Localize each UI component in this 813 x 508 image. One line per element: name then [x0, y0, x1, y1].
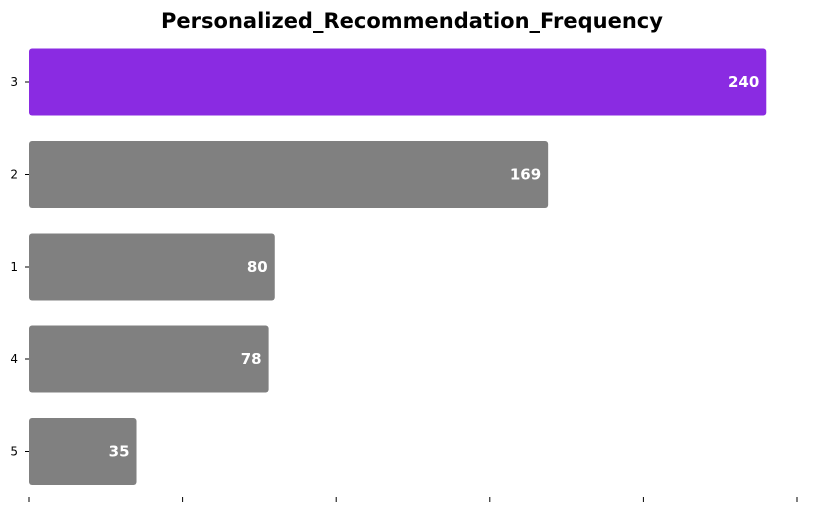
- chart-title: Personalized_Recommendation_Frequency: [161, 9, 663, 33]
- bar-5: [29, 418, 137, 485]
- data-label-4: 78: [241, 350, 262, 368]
- data-label-1: 80: [247, 258, 268, 276]
- y-tick-label-2: 2: [10, 168, 18, 182]
- y-tick-label-4: 4: [10, 352, 18, 366]
- x-axis-ticks: [28, 497, 798, 502]
- data-label-3: 240: [728, 73, 759, 91]
- y-tick-label-5: 5: [10, 445, 18, 459]
- bar-3: [29, 48, 767, 116]
- y-tick-label-3: 3: [10, 75, 18, 89]
- y-axis-tick-labels: 3 2 1 4 5: [10, 75, 29, 459]
- bar-4: [29, 325, 269, 393]
- y-tick-label-1: 1: [10, 260, 18, 274]
- bars-group: 240 169 80 78 35: [29, 48, 767, 485]
- bar-2: [29, 141, 549, 208]
- data-label-5: 35: [109, 443, 130, 461]
- bar-1: [29, 233, 275, 301]
- data-label-2: 169: [510, 166, 541, 184]
